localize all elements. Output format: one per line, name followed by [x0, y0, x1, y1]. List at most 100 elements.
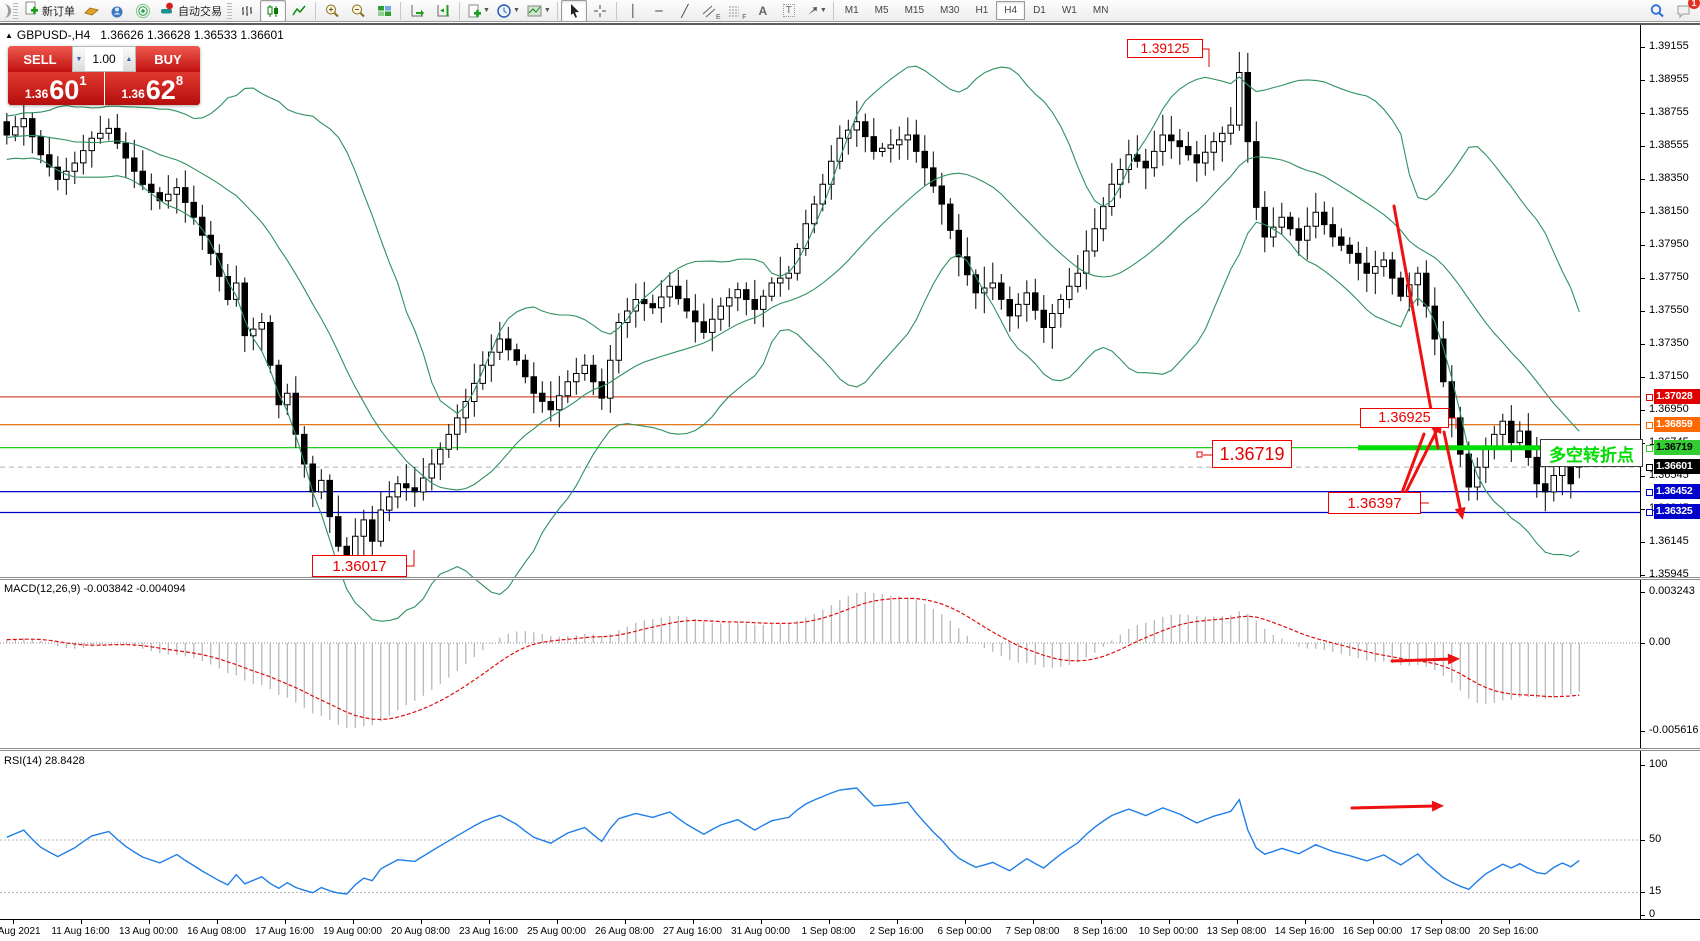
price-tag: 1.36601: [1654, 459, 1700, 475]
price-axis-label: 1.36145: [1649, 535, 1689, 548]
tf-m1-button[interactable]: M1: [844, 5, 859, 16]
signal-icon[interactable]: [130, 0, 156, 22]
volume-stepper: ▼ ▲: [72, 46, 136, 72]
text-label-icon[interactable]: T: [776, 0, 802, 22]
tf-m5-button[interactable]: M5: [874, 5, 889, 16]
annotation-pivot-price[interactable]: 1.36719: [1212, 440, 1292, 468]
annotation-turning-point[interactable]: 多空转折点: [1540, 439, 1643, 467]
time-axis[interactable]: 10 Aug 2021 11 Aug 16:00 13 Aug 00:00 16 Au…: [0, 919, 1700, 941]
axis-tick: [1641, 409, 1645, 411]
time-axis-label: 13 Aug 00:00: [119, 926, 178, 937]
time-axis-tick: [284, 920, 286, 924]
time-axis-tick: [828, 920, 830, 924]
time-axis-tick: [556, 920, 558, 924]
axis-tick: [1641, 643, 1645, 644]
fibonacci-icon[interactable]: F: [724, 0, 750, 22]
buy-price[interactable]: 1.36 62 8: [104, 72, 200, 105]
indicators-button[interactable]: ▼: [463, 0, 493, 22]
axis-tick: [1641, 311, 1645, 312]
time-axis-label: 10 Aug 2021: [0, 926, 41, 937]
channel-icon[interactable]: E: [698, 0, 724, 22]
volume-down-button[interactable]: ▼: [73, 47, 85, 71]
one-click-trading-panel: SELL ▼ ▲ BUY 1.36 60 1 1.36 62 8: [8, 46, 200, 105]
tf-h4-button[interactable]: H4: [996, 1, 1026, 20]
tf-d1-button[interactable]: D1: [1033, 5, 1046, 16]
axis-tick: [1641, 542, 1645, 544]
templates-button[interactable]: ▼: [523, 0, 554, 22]
macd-name: MACD(12,26,9): [4, 583, 81, 595]
sell-button[interactable]: SELL: [8, 46, 72, 72]
tf-mn-button[interactable]: MN: [1092, 5, 1109, 16]
auto-scroll-icon[interactable]: [404, 0, 430, 22]
price-tag: 1.37028: [1654, 388, 1700, 404]
tile-windows-icon[interactable]: [371, 0, 397, 22]
vertical-line-icon[interactable]: │: [629, 3, 637, 18]
time-axis-label: 16 Aug 08:00: [187, 926, 246, 937]
toolbar-separator: [459, 1, 460, 20]
toolbar-separator: [832, 1, 834, 20]
toolbar-separator: [315, 1, 316, 20]
price-tag: 1.36719: [1654, 439, 1700, 455]
candlestick-chart-icon[interactable]: [260, 0, 286, 22]
annotation-swing-low[interactable]: 1.36397: [1328, 492, 1421, 514]
periods-button[interactable]: ▼: [493, 0, 523, 22]
trendline-icon[interactable]: ╱: [681, 3, 689, 18]
price-axis-label: 1.37950: [1649, 238, 1689, 251]
chat-icon[interactable]: 1: [1670, 0, 1700, 22]
gold-icon[interactable]: [78, 0, 104, 22]
shapes-button[interactable]: ▼: [802, 0, 830, 22]
tf-w1-button[interactable]: W1: [1061, 5, 1077, 16]
dropdown-caret-icon: ▼: [512, 7, 520, 14]
chart-shift-icon[interactable]: [430, 0, 456, 22]
price-tag: 1.36325: [1654, 504, 1700, 520]
cursor-icon[interactable]: [560, 0, 587, 22]
time-axis-tick: [12, 920, 14, 924]
price-axis-label: 1.37750: [1649, 271, 1689, 284]
axis-tick: [1641, 476, 1645, 478]
time-axis-label: 1 Sep 08:00: [801, 926, 856, 937]
autotrading-button[interactable]: 自动交易: [156, 0, 225, 22]
line-chart-icon[interactable]: [286, 0, 312, 22]
bar-chart-icon[interactable]: [234, 0, 260, 22]
time-axis-label: 11 Aug 16:00: [51, 926, 110, 937]
buy-price-big: 62: [145, 75, 176, 105]
macd-panel-separator[interactable]: [0, 577, 1700, 580]
new-order-button[interactable]: 新订单: [20, 0, 78, 22]
annotation-swing-high[interactable]: 1.39125: [1127, 39, 1203, 58]
axis-tick: [1641, 765, 1645, 766]
tf-h1-button[interactable]: H1: [975, 5, 989, 16]
time-axis-tick: [964, 920, 966, 924]
community-icon[interactable]: [104, 0, 130, 22]
rsi-panel-separator[interactable]: [0, 748, 1700, 751]
crosshair-icon[interactable]: [587, 0, 613, 22]
axis-tick: [1641, 915, 1645, 916]
axis-tick: [1641, 840, 1645, 841]
tf-m15-button[interactable]: M15: [904, 5, 925, 16]
sell-price[interactable]: 1.36 60 1: [8, 72, 104, 105]
annotation-major-low[interactable]: 1.36017: [312, 555, 407, 577]
tf-m30-button[interactable]: M30: [940, 5, 960, 16]
price-axis-label: 1.38755: [1649, 105, 1689, 118]
price-tag: 1.36859: [1654, 416, 1700, 432]
volume-input[interactable]: [85, 47, 123, 71]
sell-price-big: 60: [49, 75, 80, 105]
annotation-retest-high[interactable]: 1.36925: [1360, 408, 1449, 428]
volume-up-button[interactable]: ▲: [123, 47, 135, 71]
sell-price-sup: 1: [79, 73, 87, 88]
ohlc-readout: 1.36626 1.36628 1.36533 1.36601: [100, 28, 284, 42]
toolbar-separator: [615, 1, 617, 20]
axis-tick: [1641, 278, 1645, 280]
search-icon[interactable]: [1644, 0, 1670, 22]
time-axis-label: 6 Sep 00:00: [937, 926, 992, 937]
time-axis-tick: [148, 920, 150, 924]
horizontal-line-icon[interactable]: ─: [655, 3, 663, 18]
zoom-out-icon[interactable]: [345, 0, 371, 22]
zoom-in-icon[interactable]: [319, 0, 345, 22]
buy-button[interactable]: BUY: [136, 46, 200, 72]
time-axis-label: 16 Sep 00:00: [1342, 926, 1403, 937]
text-icon[interactable]: A: [750, 0, 776, 22]
price-axis-label: 1.36950: [1649, 402, 1689, 415]
price-axis[interactable]: 1.39155 1.38955 1.38755 1.38555 1.38350 1.381…: [1640, 24, 1700, 920]
price-tag-marker: [1646, 393, 1653, 401]
